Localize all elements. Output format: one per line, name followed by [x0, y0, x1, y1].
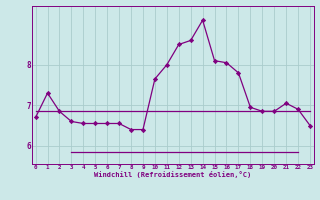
X-axis label: Windchill (Refroidissement éolien,°C): Windchill (Refroidissement éolien,°C)	[94, 171, 252, 178]
